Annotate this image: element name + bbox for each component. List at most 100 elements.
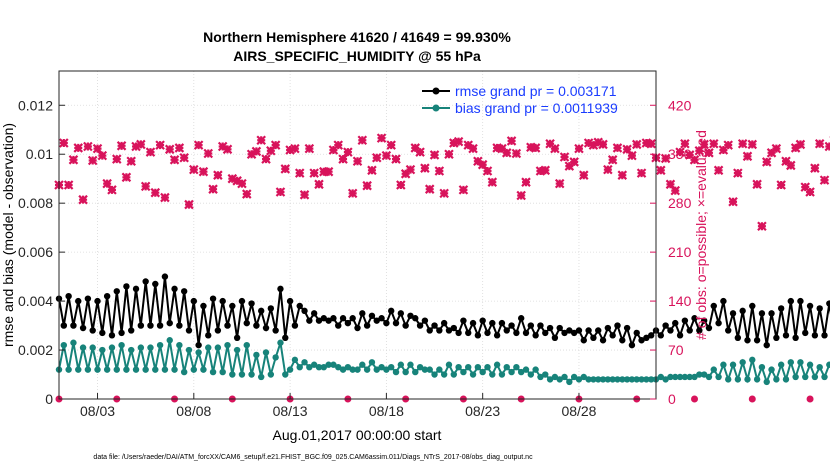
- rmse-point: [108, 332, 116, 339]
- obs-evaluated-point: [126, 156, 136, 166]
- obs-evaluated-point: [656, 165, 666, 176]
- bias-point: [542, 371, 549, 378]
- rmse-point: [465, 329, 472, 337]
- bias-point: [431, 371, 438, 378]
- obs-evaluated-point: [554, 178, 565, 189]
- rmse-point: [258, 307, 265, 315]
- obs-evaluated-point: [140, 181, 151, 192]
- obs-evaluated-point: [232, 176, 242, 186]
- obs-evaluated-point: [530, 143, 541, 153]
- bias-point: [672, 373, 679, 381]
- bias-point: [455, 363, 462, 371]
- obs-evaluated-point: [781, 156, 791, 166]
- obs-evaluated-point: [506, 136, 517, 146]
- rmse-point: [532, 332, 539, 339]
- rmse-point: [301, 307, 308, 315]
- rmse-point: [604, 324, 612, 332]
- obs-evaluated-point: [545, 138, 555, 149]
- rmse-point: [267, 305, 275, 312]
- rmse-point: [253, 322, 260, 329]
- obs-evaluated-point: [810, 163, 820, 173]
- rmse-point: [359, 310, 366, 317]
- bias-point: [667, 373, 674, 381]
- obs-evaluated-point: [564, 161, 575, 171]
- x-tick-label: 08/18: [369, 403, 404, 419]
- rmse-point: [368, 312, 376, 319]
- obs-evaluated-point: [800, 182, 811, 192]
- rmse-point: [282, 334, 289, 342]
- right-y-tick-label: 420: [668, 97, 692, 113]
- left-y-tick-label: 0: [45, 391, 53, 407]
- x-tick-label: 08/08: [176, 403, 211, 419]
- obs-evaluated-point: [333, 140, 344, 150]
- obs-evaluated-point: [636, 168, 647, 178]
- rmse-point: [262, 324, 270, 332]
- bias-point: [315, 363, 323, 371]
- bias-point: [744, 376, 751, 383]
- rmse-series: [55, 273, 830, 349]
- legend-bias-marker: [432, 104, 440, 112]
- bias-point: [344, 363, 352, 371]
- bias-point: [388, 363, 395, 371]
- obs-evaluated-point: [487, 177, 498, 187]
- bias-point: [70, 339, 77, 346]
- bias-point: [75, 366, 82, 373]
- obs-evaluated-point: [319, 166, 329, 177]
- rmse-point: [667, 327, 674, 334]
- rmse-point: [190, 297, 198, 305]
- rmse-point: [180, 288, 188, 295]
- rmse-point: [185, 327, 193, 334]
- rmse-point: [527, 322, 535, 329]
- rmse-point: [734, 334, 742, 342]
- x-tick-label: 08/13: [273, 403, 308, 419]
- bias-point: [147, 344, 154, 351]
- bias-point: [253, 351, 260, 359]
- rmse-point: [113, 288, 120, 295]
- obs-evaluated-point: [376, 133, 387, 143]
- bias-point: [450, 371, 457, 378]
- obs-evaluated-point: [574, 143, 584, 154]
- obs-evaluated-point: [713, 165, 724, 176]
- bias-point: [282, 371, 289, 378]
- bias-point: [407, 361, 414, 368]
- bias-point: [368, 359, 376, 366]
- obs-evaluated-point: [603, 164, 613, 175]
- bias-point: [705, 373, 713, 381]
- bias-point: [720, 361, 727, 368]
- obs-evaluated-point: [492, 143, 502, 153]
- bias-point: [566, 378, 573, 386]
- obs-possible-point: [748, 395, 756, 403]
- bias-point: [440, 371, 448, 378]
- obs-evaluated-point: [155, 140, 165, 150]
- bias-point: [484, 363, 491, 371]
- bias-point: [137, 344, 145, 351]
- rmse-point: [542, 329, 549, 337]
- rmse-line: [58, 276, 830, 349]
- bias-point: [489, 371, 496, 378]
- obs-evaluated-point: [622, 144, 632, 155]
- bias-point: [465, 363, 472, 371]
- rmse-point: [777, 305, 785, 312]
- bias-point: [619, 376, 626, 383]
- bias-point: [205, 344, 212, 351]
- obs-evaluated-point: [415, 147, 425, 157]
- obs-possible-point: [691, 395, 699, 403]
- obs-evaluated-point: [675, 147, 685, 157]
- obs-evaluated-point: [535, 166, 546, 176]
- x-axis-label: Aug.01,2017 00:00:00 start: [273, 427, 442, 443]
- rmse-point: [508, 322, 515, 329]
- left-y-axis-label: rmse and bias (model - observation): [0, 123, 16, 347]
- rmse-point: [633, 329, 640, 337]
- obs-evaluated-point: [665, 179, 676, 190]
- bias-point: [354, 366, 361, 373]
- bias-point: [773, 376, 780, 383]
- bias-point: [185, 346, 193, 354]
- obs-evaluated-point: [559, 152, 570, 162]
- obs-evaluated-point: [699, 139, 709, 150]
- bias-point: [397, 361, 405, 368]
- rmse-point: [676, 332, 684, 339]
- obs-evaluated-point: [145, 147, 156, 157]
- rmse-point: [200, 302, 207, 310]
- obs-evaluated-point: [819, 175, 830, 185]
- obs-evaluated-point: [203, 148, 214, 159]
